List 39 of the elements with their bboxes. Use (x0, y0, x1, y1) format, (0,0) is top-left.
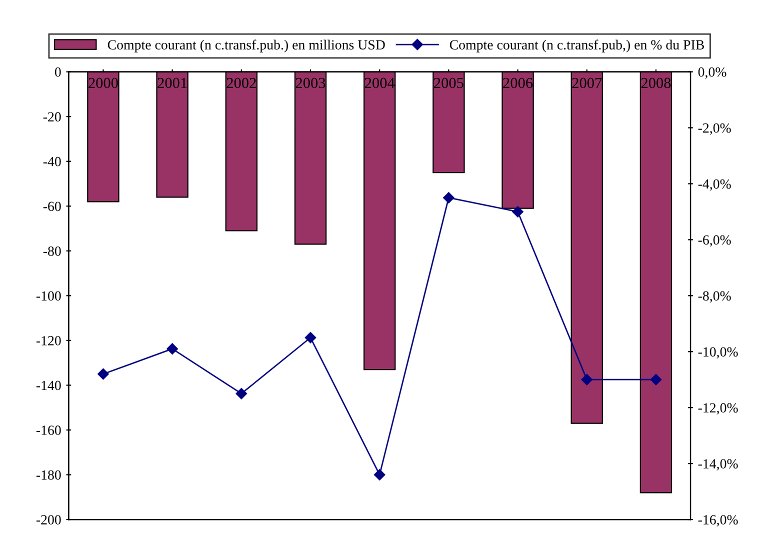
y2-tick-label: -10,0% (698, 347, 738, 359)
y-tick-label: -160 (36, 426, 61, 435)
y2-tick-label: -6,0% (698, 235, 731, 247)
x-tick-label: 2007 (572, 78, 602, 88)
y-tick-label: -100 (36, 291, 61, 301)
y-tick-label: -60 (43, 202, 61, 212)
x-tick-label: 2008 (641, 78, 671, 88)
y-tick-label: -20 (43, 112, 61, 122)
y2-tick-label: -16,0% (698, 515, 738, 526)
y2-tick-label: -12,0% (698, 403, 738, 415)
y2-tick-label: -14,0% (698, 459, 738, 471)
x-tick-label: 2006 (503, 78, 533, 88)
y-tick-label: -140 (36, 380, 61, 390)
y-tick-label: -120 (36, 336, 61, 346)
y-tick-label: -180 (36, 470, 61, 480)
x-tick-label: 2003 (296, 78, 326, 88)
y2-tick-label: -4,0% (698, 179, 731, 191)
y2-tick-label: -8,0% (698, 291, 731, 303)
x-tick-label: 2001 (158, 78, 187, 88)
point (581, 374, 592, 386)
point (236, 388, 248, 400)
legend-label: Compte courant (n c.transf.pub,) en % du PIB (450, 40, 704, 52)
y2-tick-label: -2,0% (698, 123, 731, 135)
y-tick-label: -40 (43, 156, 61, 166)
point (304, 332, 316, 344)
point (98, 368, 109, 380)
y2-tick-label: 0,0% (698, 67, 726, 79)
point (443, 192, 454, 204)
point (650, 374, 662, 386)
y-tick-label: 0 (54, 67, 61, 77)
point (512, 206, 524, 218)
y-tick-label: -80 (43, 246, 61, 256)
x-tick-label: 2002 (226, 78, 256, 88)
legend-label: Compte courant (n c.transf.pub.) en millions USD (108, 40, 385, 52)
x-tick-label: 2000 (88, 78, 118, 88)
x-tick-label: 2005 (434, 78, 464, 88)
y-tick-label: -200 (36, 515, 61, 524)
point (374, 469, 386, 480)
point (166, 343, 178, 354)
